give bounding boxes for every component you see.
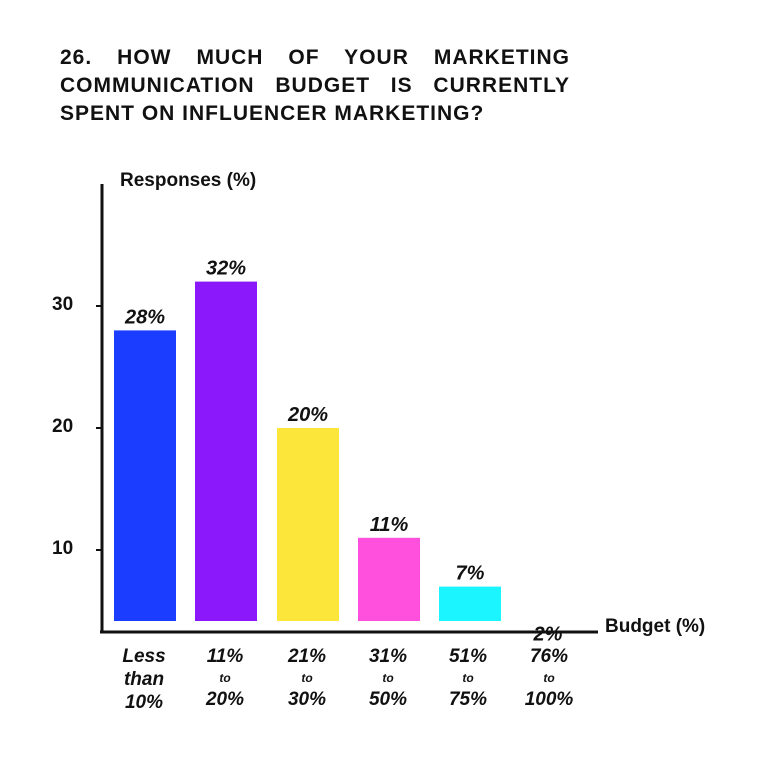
- x-axis-label: Budget (%): [605, 616, 706, 637]
- y-tick-label-20: 20: [52, 416, 74, 437]
- category-label-51-75: 51% to 75%: [448, 646, 488, 710]
- category-label-less-than-10: Less than 10%: [122, 646, 166, 713]
- category-label-31-50: 31% to 50%: [368, 646, 408, 710]
- bar-2: [195, 281, 257, 621]
- bar-1: [114, 330, 176, 621]
- bar-3: [277, 428, 339, 621]
- bar-value-label-3: 20%: [287, 404, 328, 426]
- y-axis-label: Responses (%): [120, 170, 257, 191]
- bar-value-label-5: 7%: [456, 563, 485, 585]
- bar-value-label-6: 2%: [533, 624, 563, 646]
- bar-value-label-4: 11%: [370, 514, 409, 536]
- category-label-11-20: 11% to 20%: [205, 646, 245, 710]
- bar-value-label-1: 28%: [124, 306, 165, 328]
- y-tick-label-10: 10: [52, 538, 74, 559]
- bar-4: [358, 537, 420, 621]
- category-label-76-100: 76% to 100%: [524, 646, 574, 710]
- y-tick-label-30: 30: [52, 294, 74, 315]
- chart-title: 26. HOW MUCH OF YOUR MARKETING COMMUNICA…: [60, 46, 570, 125]
- category-label-21-30: 21% to 30%: [287, 646, 327, 710]
- bar-value-label-2: 32%: [206, 258, 246, 280]
- bar-5: [439, 586, 501, 621]
